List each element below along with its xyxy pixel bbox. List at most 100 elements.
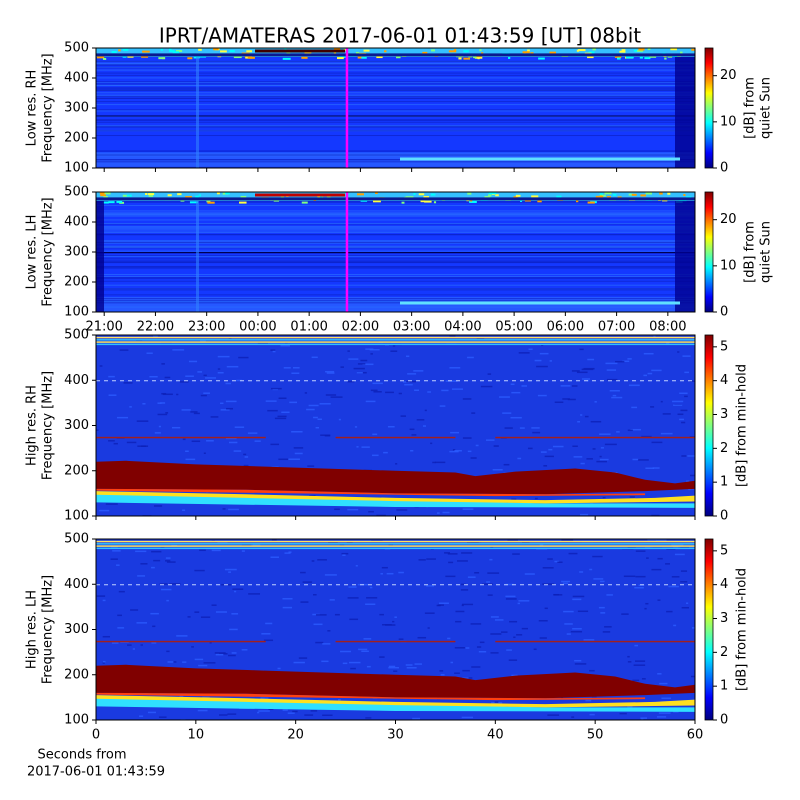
spectrogram-noise (211, 604, 217, 606)
spectrogram-noise (606, 378, 618, 381)
spectrogram-dash (304, 584, 308, 586)
spectrogram-noise (326, 372, 335, 374)
spectrogram-noise (233, 450, 242, 452)
colorbar-label: [dB] from (743, 77, 758, 139)
spectrogram-noise (236, 379, 243, 382)
spectrogram-noise (257, 342, 268, 345)
spectrogram-speck (424, 200, 432, 203)
spectrogram-noise (471, 412, 476, 414)
spectrogram-speck (664, 57, 667, 60)
spectrogram-noise (690, 675, 695, 678)
colorbar-label: [dB] from (743, 221, 758, 283)
spectrogram-noise (370, 353, 373, 355)
spectrogram-noise (609, 389, 620, 392)
spectrogram-dash (320, 380, 324, 382)
spectrogram-stripe (96, 130, 695, 132)
spectrogram-noise (512, 553, 520, 555)
spectrogram-noise (187, 616, 191, 618)
spectrogram-dash (112, 584, 116, 586)
spectrogram-noise (441, 389, 449, 392)
spectrogram-stripe (96, 267, 695, 269)
spectrogram-noise (317, 559, 327, 561)
spectrogram-dash (384, 584, 388, 586)
colorbar-tick-label: 0 (720, 509, 728, 524)
spectrogram-speck (189, 201, 198, 204)
spectrogram-dash (336, 380, 340, 382)
spectrogram-noise (102, 635, 110, 638)
spectrogram-stripe (96, 250, 695, 252)
spectrogram-noise (193, 412, 200, 415)
spectrogram-noise (629, 496, 635, 498)
spectrogram-stripe (96, 67, 695, 69)
x-tick-label: 10 (188, 728, 205, 743)
spectrogram-noise (400, 415, 406, 417)
spectrogram-noise (586, 458, 593, 460)
spectrogram-dash (328, 380, 332, 382)
spectrogram-stripe (96, 92, 695, 94)
spectrogram-noise (265, 400, 277, 402)
spectrogram-speck (647, 48, 651, 51)
x-tick-label: 30 (387, 728, 404, 743)
spectrogram-noise (199, 549, 206, 552)
spectrogram-noise (596, 460, 607, 463)
y-axis-label: Low res. LH (25, 215, 40, 290)
spectrogram-stripe (96, 545, 695, 547)
spectrogram-noise (432, 461, 436, 464)
spectrogram-noise (254, 440, 261, 442)
spectrogram-speck (614, 55, 622, 58)
spectrogram-speck (148, 194, 154, 197)
spectrogram-noise (229, 628, 238, 631)
spectrogram-speck (239, 201, 247, 204)
spectrogram-speck (158, 57, 166, 60)
spectrogram-dash (248, 380, 252, 382)
spectrogram-noise (671, 576, 680, 578)
spectrogram-dash (440, 584, 444, 586)
spectrogram-noise (356, 371, 363, 374)
spectrogram-dash (480, 380, 484, 382)
spectrogram-noise (176, 393, 179, 396)
spectrogram-dash (576, 380, 580, 382)
spectrogram-line (335, 640, 456, 643)
spectrogram-noise (185, 450, 189, 452)
spectrogram-speck (246, 50, 253, 53)
spectrogram-noise (117, 614, 122, 617)
spectrogram-speck (176, 50, 183, 53)
spectrogram-noise (493, 445, 499, 447)
spectrogram-noise (461, 716, 474, 719)
spectrogram-noise (200, 340, 206, 342)
spectrogram-noise (681, 421, 686, 424)
spectrogram-noise (217, 372, 224, 374)
y-axis-label: Frequency [MHz] (41, 53, 56, 162)
spectrogram-dash (120, 380, 124, 382)
spectrogram-noise (194, 569, 205, 572)
spectrogram-noise (247, 432, 258, 434)
spectrogram-dash (504, 584, 508, 586)
spectrogram-speck (513, 196, 519, 199)
spectrogram-stripe (96, 166, 695, 168)
spectrogram-noise (191, 646, 194, 648)
spectrogram-noise (547, 558, 553, 560)
spectrogram-dash (136, 380, 140, 382)
spectrogram-noise (137, 575, 146, 577)
spectrogram-noise (190, 411, 198, 413)
spectrogram-noise (395, 463, 398, 465)
spectrogram-stripe (96, 240, 695, 242)
spectrogram-speck (333, 48, 341, 51)
spectrogram-speck (587, 201, 595, 204)
spectrogram-noise (455, 620, 462, 623)
spectrogram-dash (600, 380, 604, 382)
spectrogram-noise (302, 581, 313, 583)
spectrogram-noise (313, 623, 323, 626)
x-tick-label: 00:00 (239, 320, 276, 335)
spectrogram-dash (368, 584, 372, 586)
spectrogram-noise (281, 411, 290, 414)
spectrogram-noise (579, 571, 584, 573)
spectrogram-speck (588, 51, 595, 54)
spectrogram-noise (227, 713, 237, 715)
spectrogram-noise (228, 508, 239, 511)
spectrogram-noise (686, 602, 689, 604)
spectrogram-noise (322, 714, 333, 717)
spectrogram-noise (139, 715, 144, 717)
x-tick-label: 50 (587, 728, 604, 743)
spectrogram-noise (430, 442, 433, 445)
